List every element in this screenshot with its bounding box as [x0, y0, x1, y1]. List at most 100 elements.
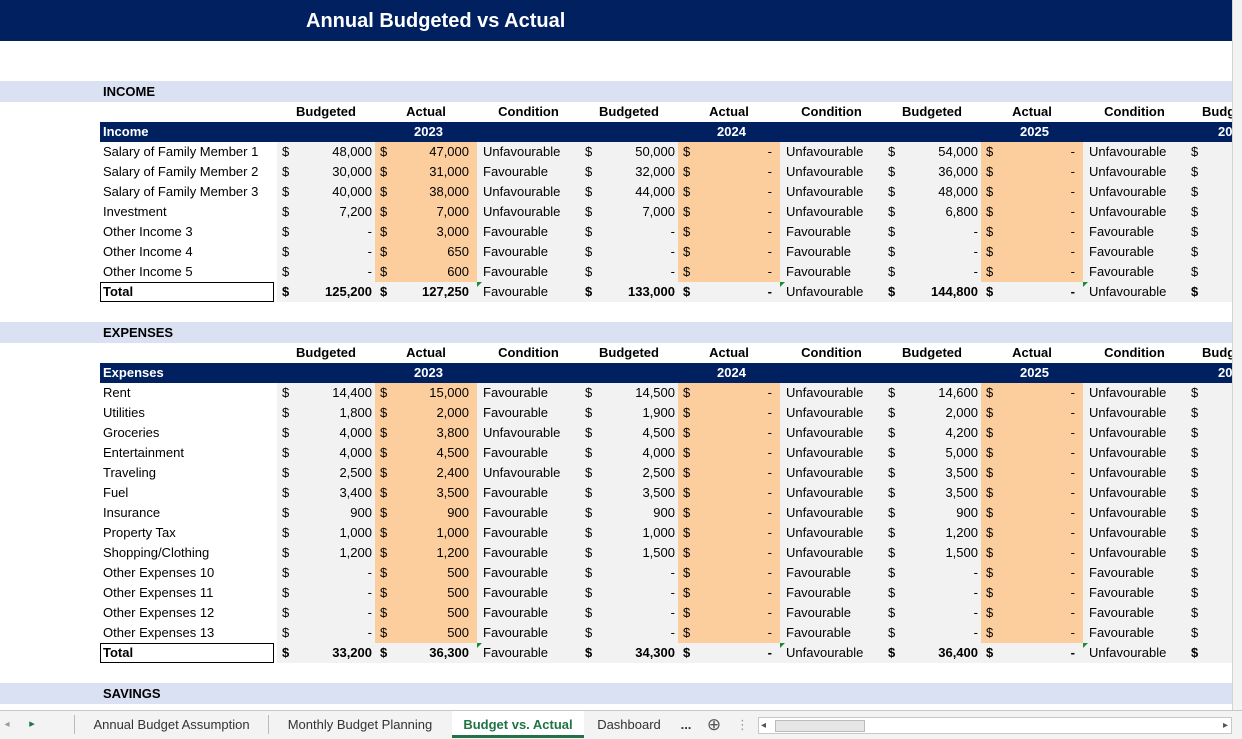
actual-value[interactable]: -	[694, 403, 780, 423]
income-header-label[interactable]: Income	[100, 122, 270, 142]
budgeted-value[interactable]: 50,000	[596, 142, 678, 162]
actual-value[interactable]: -	[997, 383, 1083, 403]
condition-value[interactable]: Favourable	[1083, 603, 1186, 623]
budgeted-value[interactable]: 32,000	[596, 162, 678, 182]
year-label-2024[interactable]: 2024	[580, 122, 883, 142]
budgeted-value[interactable]: -	[293, 583, 375, 603]
condition-value[interactable]: Unfavourable	[1083, 142, 1186, 162]
condition-value[interactable]: Favourable	[477, 523, 580, 543]
income-row-label[interactable]: Other Income 4	[103, 244, 193, 259]
budgeted-value[interactable]: 1,900	[596, 403, 678, 423]
budgeted-value[interactable]: 1,000	[293, 523, 375, 543]
condition-value[interactable]: Favourable	[477, 563, 580, 583]
condition-value[interactable]: Unfavourable	[477, 463, 580, 483]
condition-value[interactable]: Unfavourable	[1083, 202, 1186, 222]
condition-value[interactable]: Favourable	[477, 543, 580, 563]
actual-value[interactable]: -	[997, 523, 1083, 543]
budgeted-value[interactable]: -	[293, 603, 375, 623]
expenses-row-label[interactable]: Traveling	[103, 465, 156, 480]
budgeted-value[interactable]: 1,500	[596, 543, 678, 563]
actual-value[interactable]: 2,400	[391, 463, 477, 483]
condition-value[interactable]: Unfavourable	[477, 142, 580, 162]
budgeted-value[interactable]: 1,800	[293, 403, 375, 423]
condition-value[interactable]: Unfavourable	[1083, 403, 1186, 423]
budgeted-value[interactable]: 30,000	[293, 162, 375, 182]
actual-value[interactable]: 15,000	[391, 383, 477, 403]
budgeted-header-cut[interactable]: Budg	[1202, 345, 1232, 360]
actual-value[interactable]: 600	[391, 262, 477, 282]
year-label-2025[interactable]: 2025	[883, 122, 1186, 142]
actual-value[interactable]: 500	[391, 623, 477, 643]
actual-value[interactable]: -	[997, 583, 1083, 603]
budgeted-value[interactable]: 14,600	[899, 383, 981, 403]
condition-value[interactable]: Unfavourable	[780, 423, 883, 443]
actual-value[interactable]: -	[997, 483, 1083, 503]
expenses-header-label[interactable]: Expenses	[100, 363, 270, 383]
actual-value[interactable]: 3,500	[391, 483, 477, 503]
budgeted-value[interactable]: 900	[293, 503, 375, 523]
condition-value[interactable]: Unfavourable	[1083, 483, 1186, 503]
actual-value[interactable]: 1,000	[391, 523, 477, 543]
condition-value[interactable]: Favourable	[780, 262, 883, 282]
total-actual-value[interactable]: -	[694, 282, 780, 302]
condition-value[interactable]: Favourable	[477, 242, 580, 262]
condition-value[interactable]: Unfavourable	[780, 523, 883, 543]
budgeted-value[interactable]: 48,000	[293, 142, 375, 162]
actual-value[interactable]: 47,000	[391, 142, 477, 162]
condition-value[interactable]: Favourable	[477, 583, 580, 603]
actual-value[interactable]: 38,000	[391, 182, 477, 202]
condition-value[interactable]: Favourable	[1083, 623, 1186, 643]
more-tabs-button[interactable]: ...	[680, 717, 692, 732]
income-row-label[interactable]: Salary of Family Member 1	[103, 144, 259, 159]
expenses-row-label[interactable]: Shopping/Clothing	[103, 545, 210, 560]
condition-value[interactable]: Favourable	[477, 443, 580, 463]
total-actual-value[interactable]: 36,300	[391, 643, 477, 663]
horizontal-scrollbar[interactable]: ◂ ▸	[758, 717, 1232, 734]
condition-value[interactable]: Favourable	[780, 623, 883, 643]
condition-value[interactable]: Favourable	[780, 603, 883, 623]
condition-header[interactable]: Condition	[498, 345, 559, 360]
budgeted-value[interactable]: 900	[596, 503, 678, 523]
actual-header[interactable]: Actual	[709, 345, 749, 360]
tab-budget-vs-actual[interactable]: Budget vs. Actual	[452, 711, 584, 738]
actual-value[interactable]: -	[694, 242, 780, 262]
condition-header[interactable]: Condition	[498, 104, 559, 119]
tab-dashboard[interactable]: Dashboard	[597, 717, 661, 732]
condition-value[interactable]: Unfavourable	[477, 182, 580, 202]
actual-value[interactable]: 4,500	[391, 443, 477, 463]
actual-value[interactable]: -	[694, 623, 780, 643]
tab-scroll-prev-icon[interactable]: ◂	[4, 719, 10, 730]
budgeted-value[interactable]: -	[293, 623, 375, 643]
spreadsheet-grid[interactable]: Annual Budgeted vs Actual INCOME Budgeted…	[0, 0, 1232, 710]
actual-value[interactable]: 500	[391, 563, 477, 583]
condition-value[interactable]: Favourable	[477, 623, 580, 643]
budgeted-value[interactable]: -	[596, 222, 678, 242]
actual-value[interactable]: 1,200	[391, 543, 477, 563]
budgeted-value[interactable]: 4,000	[293, 423, 375, 443]
budgeted-header[interactable]: Budgeted	[296, 345, 356, 360]
actual-value[interactable]: -	[694, 202, 780, 222]
actual-value[interactable]: 650	[391, 242, 477, 262]
year-label-2023[interactable]: 2023	[277, 363, 580, 383]
actual-value[interactable]: 31,000	[391, 162, 477, 182]
condition-value[interactable]: Favourable	[780, 242, 883, 262]
actual-value[interactable]: -	[694, 543, 780, 563]
actual-value[interactable]: -	[694, 182, 780, 202]
scroll-left-icon[interactable]: ◂	[761, 720, 767, 731]
income-row-label[interactable]: Investment	[103, 204, 167, 219]
actual-value[interactable]: -	[997, 142, 1083, 162]
actual-value[interactable]: -	[997, 222, 1083, 242]
budgeted-value[interactable]: -	[596, 563, 678, 583]
budgeted-value[interactable]: -	[596, 262, 678, 282]
actual-value[interactable]: 2,000	[391, 403, 477, 423]
year-label-cut[interactable]: 20	[1218, 363, 1232, 383]
condition-value[interactable]: Unfavourable	[780, 463, 883, 483]
total-condition-value[interactable]: Unfavourable	[1083, 643, 1186, 663]
expenses-row-label[interactable]: Other Expenses 12	[103, 605, 215, 620]
condition-value[interactable]: Unfavourable	[1083, 503, 1186, 523]
condition-value[interactable]: Favourable	[477, 403, 580, 423]
actual-value[interactable]: 900	[391, 503, 477, 523]
year-label-2025[interactable]: 2025	[883, 363, 1186, 383]
tab-monthly-budget-planning[interactable]: Monthly Budget Planning	[287, 717, 433, 732]
budgeted-value[interactable]: 14,400	[293, 383, 375, 403]
